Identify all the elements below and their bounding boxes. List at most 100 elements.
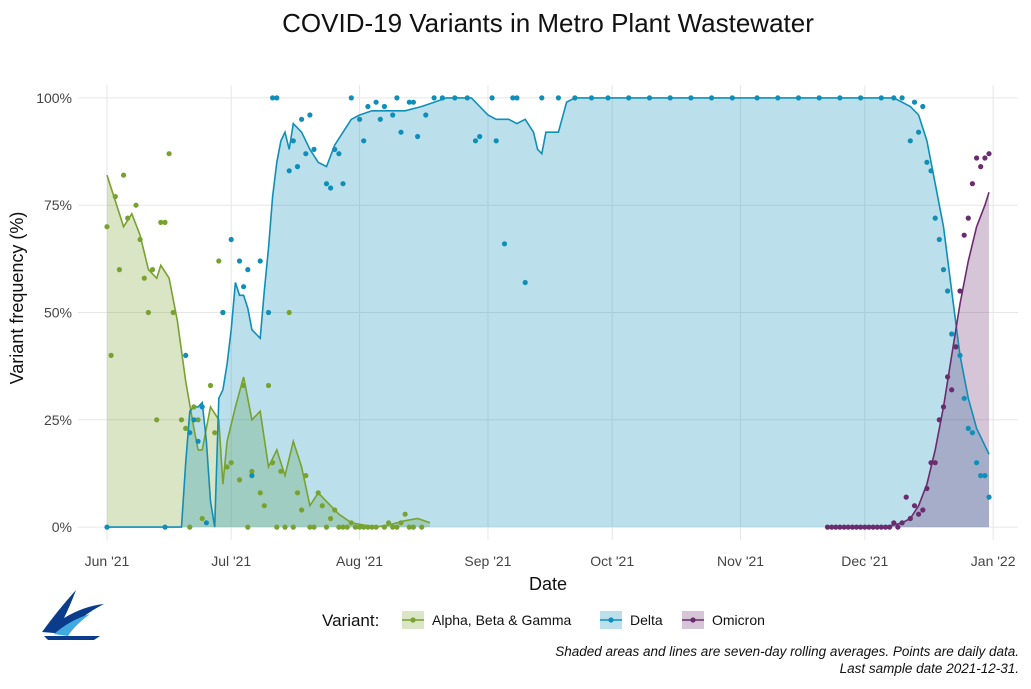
point-alpha-beta-gamma xyxy=(282,524,288,530)
point-delta xyxy=(957,352,963,358)
point-delta xyxy=(274,95,280,101)
point-omicron xyxy=(862,524,868,530)
x-axis-title: Date xyxy=(529,574,567,594)
point-delta xyxy=(406,99,412,105)
point-alpha-beta-gamma xyxy=(381,524,387,530)
point-alpha-beta-gamma xyxy=(170,309,176,316)
point-alpha-beta-gamma xyxy=(278,468,284,474)
point-omicron xyxy=(845,524,851,530)
point-alpha-beta-gamma xyxy=(419,524,425,530)
point-alpha-beta-gamma xyxy=(137,236,143,243)
point-alpha-beta-gamma xyxy=(257,490,263,496)
point-delta xyxy=(555,95,562,101)
point-delta xyxy=(688,95,694,101)
point-omicron xyxy=(878,524,884,530)
point-alpha-beta-gamma xyxy=(323,524,330,530)
point-omicron xyxy=(824,524,831,530)
point-omicron xyxy=(982,155,988,161)
point-delta xyxy=(932,215,938,221)
point-alpha-beta-gamma xyxy=(236,477,243,483)
point-omicron xyxy=(924,485,930,492)
point-delta xyxy=(191,417,197,423)
point-delta xyxy=(961,395,967,401)
point-omicron xyxy=(837,524,843,530)
point-delta xyxy=(916,129,922,135)
point-alpha-beta-gamma xyxy=(319,503,325,509)
y-axis-title: Variant frequency (%) xyxy=(7,212,27,385)
point-omicron xyxy=(849,524,856,530)
point-delta xyxy=(228,236,234,243)
point-delta xyxy=(646,95,653,101)
point-alpha-beta-gamma xyxy=(228,460,234,466)
point-alpha-beta-gamma xyxy=(348,520,354,526)
point-alpha-beta-gamma xyxy=(328,515,334,522)
point-alpha-beta-gamma xyxy=(315,490,321,496)
point-alpha-beta-gamma xyxy=(307,524,313,530)
point-delta xyxy=(332,146,338,152)
point-delta xyxy=(220,309,226,316)
point-alpha-beta-gamma xyxy=(299,507,305,513)
area-delta xyxy=(106,97,990,528)
point-alpha-beta-gamma xyxy=(245,524,251,530)
point-delta xyxy=(203,520,209,526)
point-delta xyxy=(510,95,516,101)
point-alpha-beta-gamma xyxy=(133,202,139,208)
point-alpha-beta-gamma xyxy=(125,215,131,221)
point-delta xyxy=(249,473,255,479)
point-omicron xyxy=(916,511,922,517)
point-alpha-beta-gamma xyxy=(294,490,301,496)
point-omicron xyxy=(932,460,938,466)
legend-dot-alpha-beta-gamma xyxy=(410,617,416,623)
point-alpha-beta-gamma xyxy=(104,224,110,230)
point-omicron xyxy=(858,524,864,530)
footnote-line-2: Last sample date 2021-12-31. xyxy=(839,661,1019,676)
point-delta xyxy=(257,258,263,264)
point-delta xyxy=(945,288,951,294)
point-delta xyxy=(940,267,947,273)
point-alpha-beta-gamma xyxy=(195,417,201,423)
point-alpha-beta-gamma xyxy=(166,151,172,157)
point-delta xyxy=(245,267,251,273)
point-alpha-beta-gamma xyxy=(410,524,416,530)
point-alpha-beta-gamma xyxy=(241,382,247,389)
point-alpha-beta-gamma xyxy=(141,275,147,281)
point-alpha-beta-gamma xyxy=(212,430,218,436)
y-tick-label: 50% xyxy=(44,305,72,321)
point-delta xyxy=(373,99,379,105)
point-alpha-beta-gamma xyxy=(390,524,396,530)
legend-dot-delta xyxy=(608,617,614,623)
point-delta xyxy=(199,404,205,410)
x-axis-ticks: Jun '21 Jul '21 Aug '21 Sep '21 Oct '21 Nov '… xyxy=(85,553,1016,569)
point-omicron xyxy=(986,151,992,157)
point-omicron xyxy=(945,374,951,380)
point-alpha-beta-gamma xyxy=(261,503,267,509)
point-alpha-beta-gamma xyxy=(398,520,404,526)
point-delta xyxy=(415,133,421,140)
point-delta xyxy=(816,95,822,101)
point-delta xyxy=(709,95,715,101)
point-delta xyxy=(489,95,495,101)
logo-mark-icon xyxy=(42,590,104,640)
point-omicron xyxy=(974,155,980,161)
x-tick-label: Sep '21 xyxy=(464,553,511,569)
point-alpha-beta-gamma xyxy=(344,524,350,530)
point-delta xyxy=(605,95,611,101)
y-tick-label: 25% xyxy=(44,412,72,428)
x-tick-label: Jan '22 xyxy=(971,553,1016,569)
point-delta xyxy=(290,138,296,144)
point-delta xyxy=(891,95,897,101)
point-omicron xyxy=(891,520,897,526)
point-alpha-beta-gamma xyxy=(216,258,222,264)
point-omicron xyxy=(907,515,913,522)
x-tick-label: Oct '21 xyxy=(590,553,634,569)
x-tick-label: Jun '21 xyxy=(85,553,130,569)
legend-label-delta: Delta xyxy=(630,612,663,628)
point-delta xyxy=(431,95,437,101)
point-omicron xyxy=(961,232,967,238)
point-delta xyxy=(907,138,913,144)
x-tick-label: Nov '21 xyxy=(717,553,764,569)
point-delta xyxy=(241,284,247,290)
point-alpha-beta-gamma xyxy=(121,172,127,178)
point-delta xyxy=(381,103,387,110)
